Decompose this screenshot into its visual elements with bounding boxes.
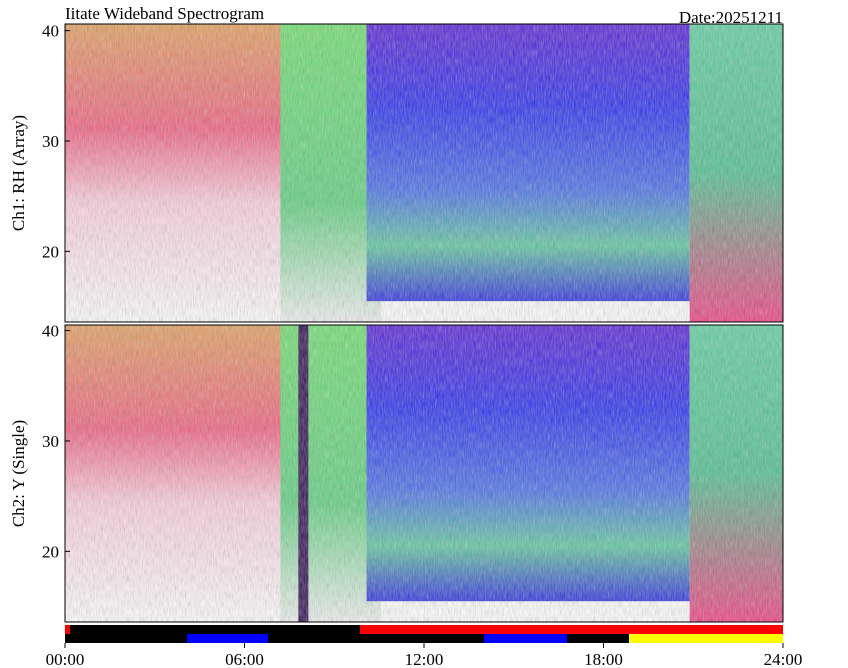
spectrogram bbox=[64, 324, 784, 623]
frame bbox=[64, 23, 784, 323]
x-tick-label: 18:00 bbox=[584, 650, 623, 668]
chart-title: Iitate Wideband Spectrogram bbox=[65, 4, 264, 23]
y-tick-label: 20 bbox=[42, 242, 59, 261]
x-tick-label: 24:00 bbox=[764, 650, 803, 668]
spectrogram bbox=[64, 23, 784, 323]
status-bar bbox=[65, 625, 783, 643]
y-tick-label: 20 bbox=[42, 542, 59, 561]
y-tick-label: 30 bbox=[42, 432, 59, 451]
y-tick-label: 30 bbox=[42, 132, 59, 151]
y-tick-label: 40 bbox=[42, 322, 59, 341]
x-tick-label: 00:00 bbox=[46, 650, 85, 668]
x-tick-label: 12:00 bbox=[405, 650, 444, 668]
noise bbox=[65, 24, 783, 322]
frame bbox=[64, 324, 784, 623]
date-label: Date:20251211 bbox=[679, 8, 783, 27]
y-axis-label: Ch2: Y (Single) bbox=[9, 420, 28, 527]
x-tick-label: 06:00 bbox=[225, 650, 264, 668]
y-tick-label: 40 bbox=[42, 22, 59, 41]
noise bbox=[65, 325, 783, 622]
y-axis-label: Ch1: RH (Array) bbox=[9, 115, 28, 231]
